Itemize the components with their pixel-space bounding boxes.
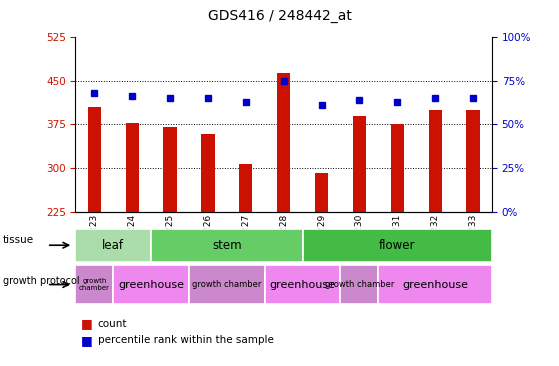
Text: growth
chamber: growth chamber xyxy=(79,278,110,291)
Bar xyxy=(126,123,139,212)
Text: stem: stem xyxy=(212,239,241,252)
Text: greenhouse: greenhouse xyxy=(118,280,184,290)
Text: count: count xyxy=(98,319,127,329)
Bar xyxy=(201,134,215,212)
Bar xyxy=(353,116,366,212)
Text: growth protocol: growth protocol xyxy=(3,276,79,286)
Bar xyxy=(88,107,101,212)
Text: leaf: leaf xyxy=(102,239,124,252)
Bar xyxy=(163,127,177,212)
Bar xyxy=(277,74,290,212)
Bar xyxy=(429,110,442,212)
Text: tissue: tissue xyxy=(3,235,34,245)
Bar xyxy=(315,173,328,212)
Text: greenhouse: greenhouse xyxy=(402,280,468,290)
Bar xyxy=(466,110,480,212)
Text: greenhouse: greenhouse xyxy=(269,280,335,290)
Text: ■: ■ xyxy=(81,317,93,330)
Text: GDS416 / 248442_at: GDS416 / 248442_at xyxy=(207,9,352,23)
Text: flower: flower xyxy=(379,239,415,252)
Bar xyxy=(391,124,404,212)
Bar xyxy=(239,164,253,212)
Text: growth chamber: growth chamber xyxy=(325,280,394,289)
Text: growth chamber: growth chamber xyxy=(192,280,262,289)
Text: ■: ■ xyxy=(81,334,93,347)
Text: percentile rank within the sample: percentile rank within the sample xyxy=(98,335,274,346)
